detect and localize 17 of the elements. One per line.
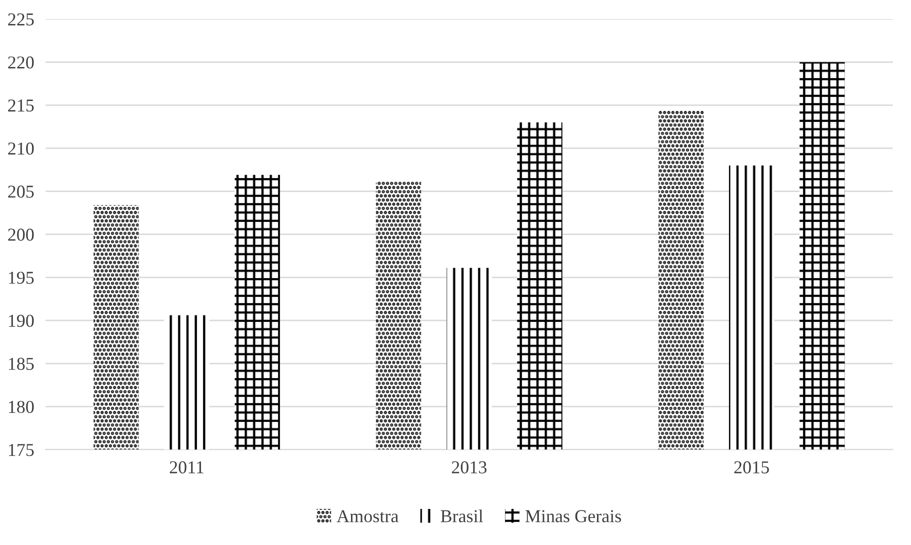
y-tick-label: 200 (8, 228, 34, 241)
y-tick-label: 175 (8, 444, 34, 456)
x-tick-label: 2013 (452, 461, 487, 474)
legend-label: Amostra (336, 510, 398, 522)
legend-label: Brasil (440, 510, 483, 522)
y-tick-label: 185 (8, 358, 34, 370)
x-tick-label: 2015 (734, 461, 769, 474)
legend-label: Minas Gerais (525, 510, 622, 522)
y-tick-label: 225 (8, 13, 34, 26)
y-tick-label: 210 (8, 142, 34, 155)
y-tick-label: 220 (8, 56, 34, 69)
y-tick-label: 215 (8, 99, 34, 112)
y-tick-label: 205 (8, 186, 34, 198)
y-tick-label: 190 (8, 314, 34, 327)
x-tick-label: 2011 (170, 461, 204, 474)
y-tick-label: 180 (8, 400, 34, 414)
y-tick-label: 195 (8, 272, 34, 284)
